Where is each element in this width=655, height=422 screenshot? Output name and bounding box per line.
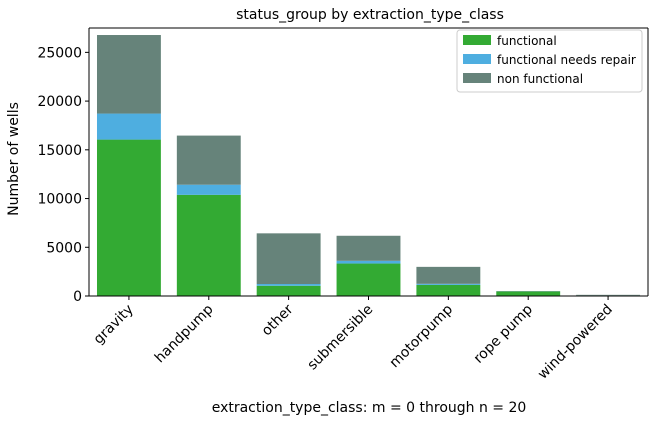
bar-motorpump-functional	[416, 284, 481, 296]
bar-handpump-non-functional	[176, 135, 241, 185]
bar-submersible-functional-needs-repair	[336, 260, 401, 264]
x-tick-label-gravity: gravity	[91, 302, 137, 348]
y-tick-label: 25000	[37, 45, 82, 61]
legend-label-non-functional: non functional	[497, 72, 583, 86]
x-tick-label-submersible: submersible	[304, 302, 376, 374]
x-tick-label-handpump: handpump	[152, 301, 217, 366]
bar-other-functional	[256, 285, 321, 296]
legend-label-functional: functional	[497, 34, 557, 48]
y-tick-label: 0	[73, 289, 82, 305]
bar-gravity-functional	[96, 139, 161, 296]
chart-title: status_group by extraction_type_class	[236, 7, 504, 23]
legend-swatch-functional	[463, 35, 491, 45]
legend-box	[456, 29, 643, 93]
x-tick-label-wind-powered: wind-powered	[535, 302, 616, 383]
bar-other-non-functional	[256, 233, 321, 285]
legend: functional functional needs repair non fun…	[456, 29, 643, 93]
legend-swatch-non-functional	[463, 73, 491, 83]
bar-submersible-non-functional	[336, 235, 401, 261]
y-tick-label: 20000	[37, 94, 82, 110]
bar-gravity-non-functional	[96, 35, 161, 114]
bar-rope-pump-functional	[496, 291, 561, 296]
x-tick-label-rope-pump: rope pump	[471, 301, 536, 366]
x-tick-label-motorpump: motorpump	[387, 301, 457, 371]
y-tick-label: 15000	[37, 143, 82, 159]
y-tick-label: 10000	[37, 192, 82, 208]
bar-motorpump-functional-needs-repair	[416, 283, 481, 285]
bar-gravity-functional-needs-repair	[96, 113, 161, 140]
legend-swatch-functional-needs-repair	[463, 54, 491, 64]
y-axis-label: Number of wells	[6, 102, 22, 216]
legend-label-functional-needs-repair: functional needs repair	[497, 53, 636, 67]
bar-submersible-functional	[336, 263, 401, 296]
bar-handpump-functional-needs-repair	[176, 184, 241, 195]
bar-other-functional-needs-repair	[256, 284, 321, 286]
bars-layer	[96, 35, 641, 296]
bar-handpump-functional	[176, 194, 241, 296]
x-tick-label-other: other	[259, 301, 297, 339]
x-axis-label: extraction_type_class: m = 0 through n =…	[212, 400, 527, 416]
bar-motorpump-non-functional	[416, 266, 481, 284]
y-tick-label: 5000	[46, 240, 82, 256]
